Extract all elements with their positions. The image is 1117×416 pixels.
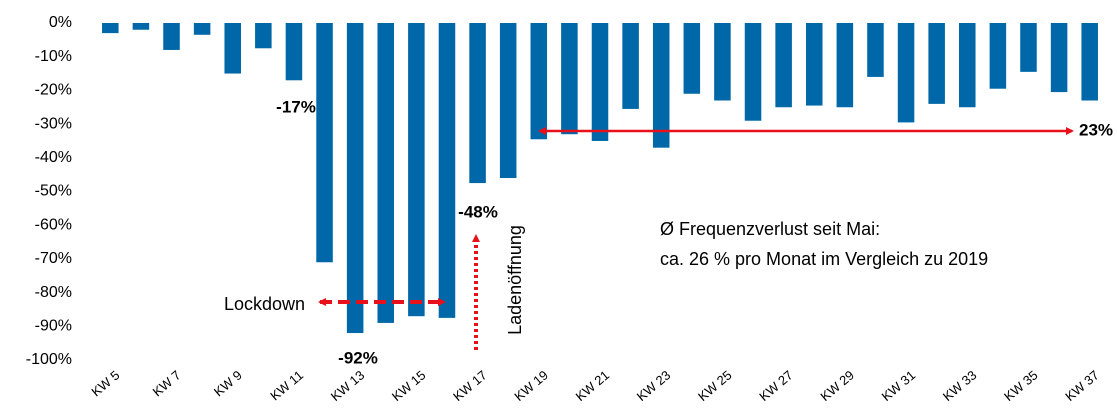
x-tick-label: KW 11 [267, 367, 306, 403]
annotation: Ladenöffnung [505, 225, 525, 335]
y-tick-label: -100% [26, 351, 72, 368]
x-tick-label: KW 27 [756, 367, 796, 404]
bar [102, 23, 119, 34]
y-tick-label: -10% [35, 48, 72, 65]
x-tick-label: KW 35 [1001, 367, 1041, 404]
annotation: ca. 26 % pro Monat im Vergleich zu 2019 [660, 249, 988, 269]
y-tick-label: -50% [35, 183, 72, 200]
bar [622, 23, 639, 109]
annotation: -48% [458, 202, 498, 221]
x-tick-label: KW 33 [940, 367, 980, 404]
bar [1020, 23, 1037, 72]
bar [469, 23, 486, 184]
x-tick-label: KW 25 [695, 367, 735, 404]
x-tick-label: KW 37 [1062, 367, 1102, 404]
bar [836, 23, 854, 108]
bar [714, 23, 731, 101]
bar [744, 23, 762, 121]
bar [224, 23, 241, 74]
y-tick-label: -20% [35, 82, 72, 99]
bar [683, 23, 701, 94]
y-tick-label: -80% [35, 284, 72, 301]
y-tick-label: -60% [35, 216, 72, 233]
annotation: -17% [276, 97, 316, 116]
bar [132, 23, 150, 30]
bar [775, 23, 792, 108]
y-tick-label: -70% [35, 250, 72, 267]
bars [102, 23, 1098, 334]
bar [1081, 23, 1098, 101]
bar [316, 23, 333, 263]
x-tick-label: KW 23 [634, 367, 674, 404]
y-tick-label: 0% [49, 14, 72, 31]
bar [377, 23, 395, 323]
bar [959, 23, 976, 108]
x-tick-label: KW 7 [150, 367, 184, 399]
annotation: Lockdown [224, 294, 305, 314]
bar [897, 23, 915, 123]
bar [805, 23, 823, 106]
bar [499, 23, 517, 179]
bar [530, 23, 548, 140]
x-tick-label: KW 29 [817, 367, 857, 404]
annotation: Ø Frequenzverlust seit Mai: [660, 219, 880, 239]
x-tick-label: KW 15 [389, 367, 429, 404]
bar [438, 23, 456, 318]
bar [163, 23, 180, 50]
x-tick-label: KW 9 [211, 367, 245, 399]
y-tick-label: -90% [35, 318, 72, 335]
bar [928, 23, 945, 104]
x-tick-label: KW 21 [573, 367, 613, 404]
bar [193, 23, 211, 35]
bar [561, 23, 578, 135]
label-bg [500, 210, 540, 360]
bar [989, 23, 1007, 89]
x-tick-label: KW 13 [328, 367, 368, 404]
annotation: 23% [1079, 120, 1113, 139]
x-tick-label: KW 17 [450, 367, 490, 404]
bar [1050, 23, 1068, 93]
x-tick-label: KW 5 [88, 367, 122, 399]
bar [255, 23, 272, 49]
bar [591, 23, 609, 141]
x-tick-label: KW 31 [879, 367, 919, 404]
bar [867, 23, 884, 77]
y-tick-label: -40% [35, 149, 72, 166]
bar [652, 23, 670, 148]
x-tick-label: KW 19 [511, 367, 551, 404]
bar [408, 23, 425, 317]
bar [285, 23, 303, 81]
annotation: -92% [338, 348, 378, 367]
y-tick-label: -30% [35, 115, 72, 132]
bar [346, 23, 364, 334]
